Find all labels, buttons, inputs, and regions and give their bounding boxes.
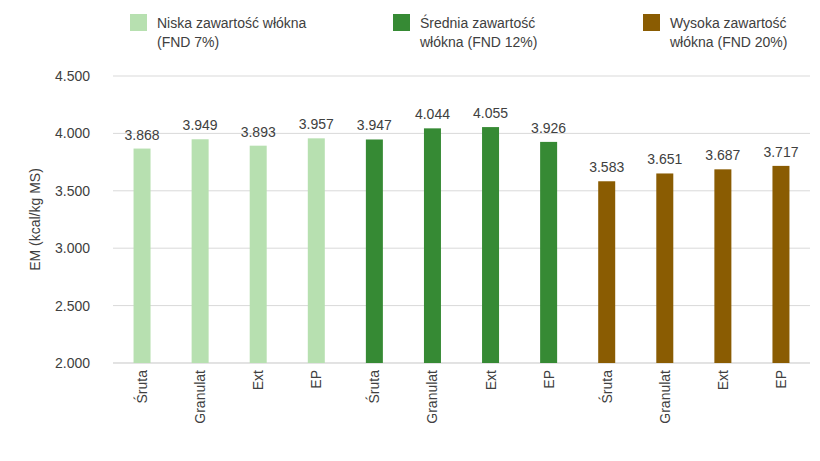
x-tick-label: Śruta [598, 370, 615, 404]
grid-line [113, 190, 810, 191]
x-tick-label: Śruta [365, 370, 382, 404]
y-axis-line [113, 76, 114, 363]
legend-line: Wysoka zawartość [670, 15, 787, 31]
x-tick-label: EP [541, 370, 557, 389]
x-tick-label: Ext [250, 370, 266, 390]
legend-line: Średnia zawartość [420, 14, 535, 31]
legend-swatch [643, 14, 660, 31]
data-label: 3.947 [357, 117, 392, 133]
x-tick-label: Śruta [133, 370, 150, 404]
data-label: 3.957 [299, 116, 334, 132]
bar [424, 128, 441, 363]
legend-label: Średnia zawartość włókna (FND 12%) [419, 14, 537, 50]
legend-line: włókna (FND 20%) [669, 34, 787, 50]
legend-line: (FND 7%) [157, 34, 219, 50]
bar [656, 173, 673, 363]
bar [482, 127, 499, 363]
x-tick-label: Granulat [657, 370, 673, 424]
legend-line: włókna (FND 12%) [419, 34, 537, 50]
legend-swatch [130, 14, 147, 31]
bars [134, 127, 790, 363]
x-tick-label: EP [773, 370, 789, 389]
grid-line [113, 76, 810, 77]
grid-line [113, 305, 810, 306]
x-tick-label: Ext [715, 370, 731, 390]
legend-label: Niska zawartość włókna (FND 7%) [157, 15, 307, 50]
bar [308, 138, 325, 363]
y-tick-label: 4.500 [55, 68, 90, 84]
grid-line [113, 248, 810, 249]
x-axis-line [113, 363, 810, 364]
x-tick-label: EP [308, 370, 324, 389]
legend-line: Niska zawartość włókna [157, 15, 307, 31]
bar [598, 181, 615, 363]
data-label: 3.717 [763, 144, 798, 160]
bar [366, 139, 383, 363]
data-label: 3.868 [125, 127, 160, 143]
x-tick-label: Granulat [424, 370, 440, 424]
data-label: 4.055 [473, 105, 508, 121]
grid-line [113, 363, 810, 364]
legend-label: Wysoka zawartość włókna (FND 20%) [669, 15, 787, 50]
y-tick-label: 2.500 [55, 298, 90, 314]
data-label: 3.687 [705, 147, 740, 163]
y-axis-label: EM (kcal/kg MS) [27, 168, 43, 271]
bar [250, 146, 267, 363]
bar [772, 166, 789, 363]
y-tick-label: 2.000 [55, 355, 90, 371]
data-label: 3.583 [589, 159, 624, 175]
data-label: 3.926 [531, 120, 566, 136]
legend-swatch [393, 14, 410, 31]
y-tick-label: 4.000 [55, 125, 90, 141]
x-tick-label: Granulat [192, 370, 208, 424]
data-label: 3.651 [647, 151, 682, 167]
bar [540, 142, 557, 363]
bar [714, 169, 731, 363]
y-tick-label: 3.000 [55, 240, 90, 256]
y-tick-label: 3.500 [55, 183, 90, 199]
data-label: 3.949 [183, 117, 218, 133]
x-tick-label: Ext [483, 370, 499, 390]
chart: 2.000 2.500 3.000 3.500 4.000 4.500 EM (kcal/k… [0, 0, 820, 461]
bar [134, 149, 151, 363]
bar [192, 139, 209, 363]
data-label: 4.044 [415, 106, 450, 122]
data-label: 3.893 [241, 124, 276, 140]
